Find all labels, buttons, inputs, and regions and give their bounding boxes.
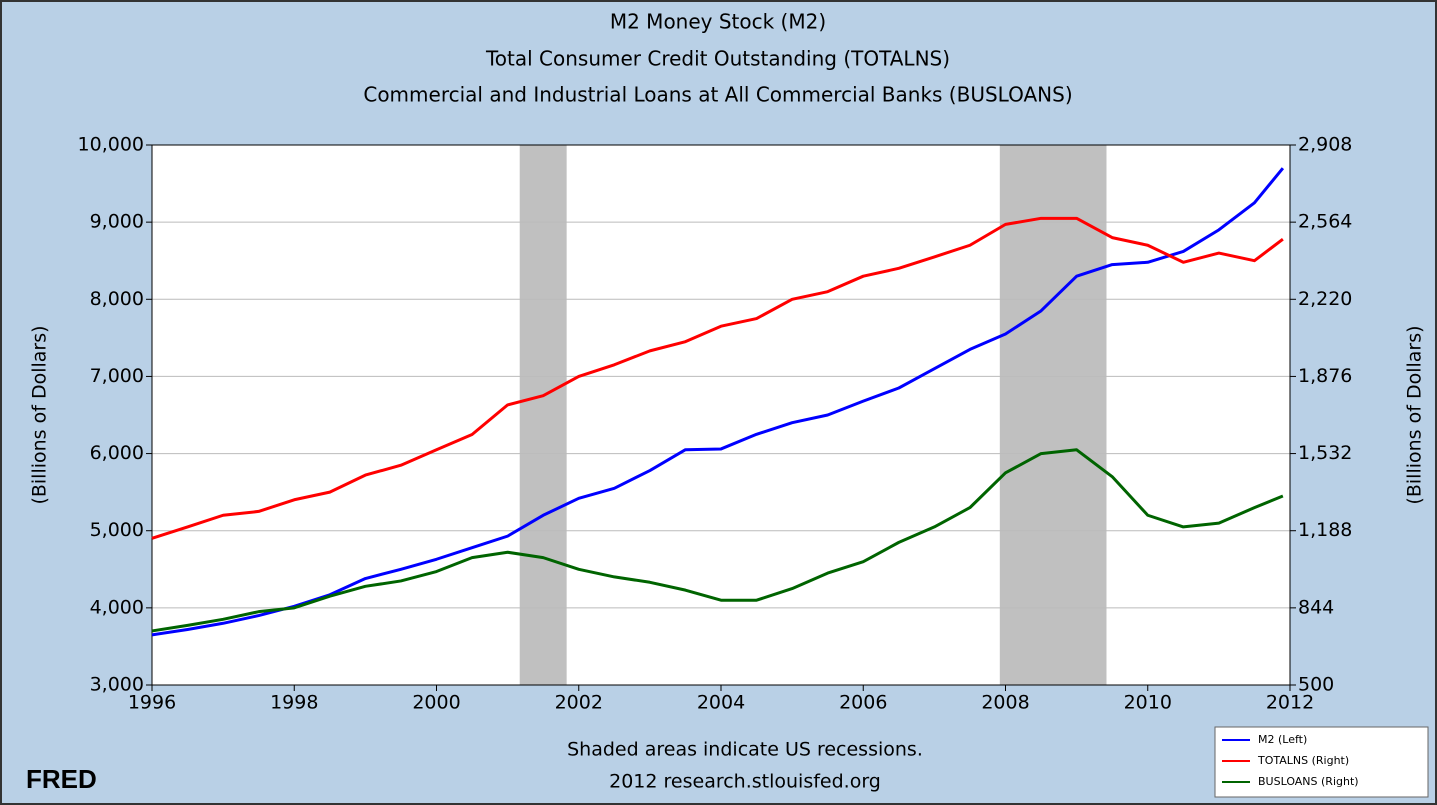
x-tick-label: 2002 <box>555 692 603 714</box>
recession-band <box>999 145 1107 685</box>
y-tick-label: 10,000 <box>78 134 144 156</box>
y-tick-label: 6,000 <box>90 442 144 464</box>
y-tick-label: 4,000 <box>90 596 144 618</box>
series-line <box>151 216 1284 540</box>
y2-axis-label: (Billions of Dollars) <box>1404 325 1426 504</box>
x-tick-label: 1996 <box>128 692 176 714</box>
x-tick-label: 2004 <box>697 692 745 714</box>
note: 2012 research.stlouisfed.org <box>609 771 881 793</box>
legend-label: M2 (Left) <box>1258 733 1307 746</box>
series-line <box>151 167 1285 637</box>
plot-border <box>151 144 1291 686</box>
chart-title: Total Consumer Credit Outstanding (TOTAL… <box>485 47 950 71</box>
legend-label: BUSLOANS (Right) <box>1258 775 1359 788</box>
series-line <box>151 448 1284 633</box>
y-tick-label: 9,000 <box>90 211 144 233</box>
chart-title: Commercial and Industrial Loans at All C… <box>363 83 1072 107</box>
y2-tick-label: 2,220 <box>1298 288 1352 310</box>
legend-label: TOTALNS (Right) <box>1257 754 1349 767</box>
x-tick-label: 2006 <box>839 692 887 714</box>
x-tick-label: 1998 <box>270 692 318 714</box>
y-tick-label: 7,000 <box>90 365 144 387</box>
y2-tick-label: 2,564 <box>1298 211 1352 233</box>
y-tick-label: 8,000 <box>90 288 144 310</box>
plot-area <box>152 145 1290 685</box>
y2-tick-label: 2,908 <box>1298 134 1352 156</box>
x-tick-label: 2008 <box>981 692 1029 714</box>
recession-band <box>519 145 567 685</box>
y2-tick-label: 1,532 <box>1298 442 1352 464</box>
x-tick-label: 2010 <box>1124 692 1172 714</box>
y2-tick-label: 1,876 <box>1298 365 1352 387</box>
chart-title: M2 Money Stock (M2) <box>610 10 826 34</box>
y-axis-label: (Billions of Dollars) <box>29 325 51 504</box>
y-tick-label: 5,000 <box>90 519 144 541</box>
y2-tick-label: 844 <box>1298 596 1334 618</box>
y-tick-label: 3,000 <box>90 674 144 696</box>
x-tick-label: 2000 <box>412 692 460 714</box>
x-tick-label: 2012 <box>1266 692 1314 714</box>
logo: FRED <box>26 764 97 794</box>
legend-box <box>1214 726 1429 798</box>
y2-tick-label: 500 <box>1298 674 1334 696</box>
y2-tick-label: 1,188 <box>1298 519 1352 541</box>
note: Shaded areas indicate US recessions. <box>567 739 923 761</box>
